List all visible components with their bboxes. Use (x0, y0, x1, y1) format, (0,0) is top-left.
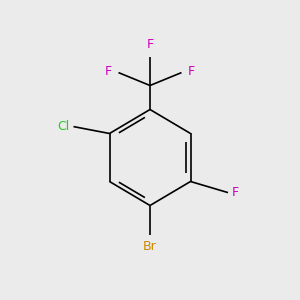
Text: F: F (105, 65, 112, 78)
Text: F: F (188, 65, 195, 78)
Text: Cl: Cl (57, 120, 70, 133)
Text: F: F (146, 38, 154, 51)
Text: Br: Br (143, 240, 157, 253)
Text: F: F (232, 186, 239, 199)
